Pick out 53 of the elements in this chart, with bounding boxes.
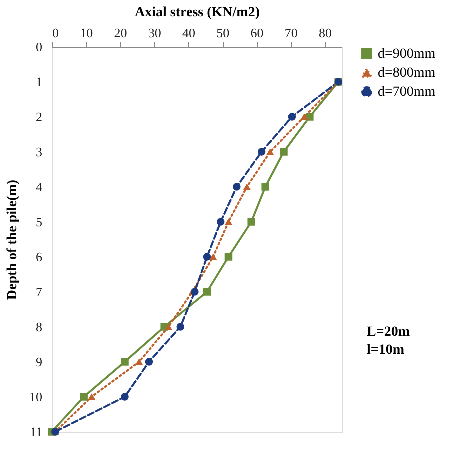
y-tick-label: 11: [30, 424, 42, 440]
point: [88, 394, 96, 400]
point: [164, 324, 173, 330]
point: [288, 113, 296, 121]
text: L=20m: [367, 324, 410, 340]
point: [217, 218, 225, 226]
point: [300, 114, 308, 120]
x-tick-label: 70: [284, 26, 298, 40]
y-tick-label: 9: [36, 354, 42, 370]
point: [233, 183, 241, 191]
x-axis-title: Axial stress (KN/m2): [135, 6, 260, 20]
y-tick-label: 1: [36, 74, 42, 90]
point: [191, 288, 199, 296]
text: l=10m: [367, 342, 405, 358]
legend-label: d=900mm: [378, 47, 436, 62]
y-tick-label: 0: [36, 40, 42, 54]
x-tick-label: 0: [52, 26, 59, 40]
point: [224, 253, 233, 261]
legend-label: d=700mm: [378, 85, 436, 100]
y-tick-label: 7: [36, 284, 43, 300]
legend-label: d=800mm: [378, 66, 436, 81]
point: [306, 113, 314, 121]
x-tick-label: 60: [250, 26, 264, 40]
point: [266, 148, 274, 156]
y-tick-label: 3: [36, 144, 42, 160]
x-tick-label: 80: [318, 26, 332, 40]
point: [121, 393, 129, 401]
point: [176, 323, 184, 331]
point: [145, 358, 154, 366]
point: [248, 218, 256, 226]
y-tick-label: 6: [36, 250, 43, 264]
x-tick-label: 20: [114, 26, 128, 40]
x-tick-label: 10: [80, 26, 94, 40]
point: [262, 183, 270, 191]
point: [135, 358, 144, 366]
y-tick-label: 4: [36, 180, 43, 194]
y-tick-label: 2: [36, 110, 42, 124]
point: [258, 148, 266, 156]
x-tick-label: 50: [216, 26, 230, 40]
point: [243, 184, 252, 190]
y-tick-label: 5: [36, 214, 42, 230]
point: [121, 358, 129, 366]
x-tick-label: 30: [148, 26, 162, 40]
point: [224, 218, 233, 226]
point: [210, 254, 218, 260]
point: [80, 393, 88, 401]
x-tick-label: 40: [182, 26, 196, 40]
point: [203, 288, 212, 296]
y-axis-title: Depth of the pile(m): [6, 180, 20, 300]
y-tick-label: 10: [30, 390, 42, 404]
point: [280, 148, 288, 156]
y-tick-label: 8: [36, 320, 42, 334]
point: [203, 253, 212, 261]
